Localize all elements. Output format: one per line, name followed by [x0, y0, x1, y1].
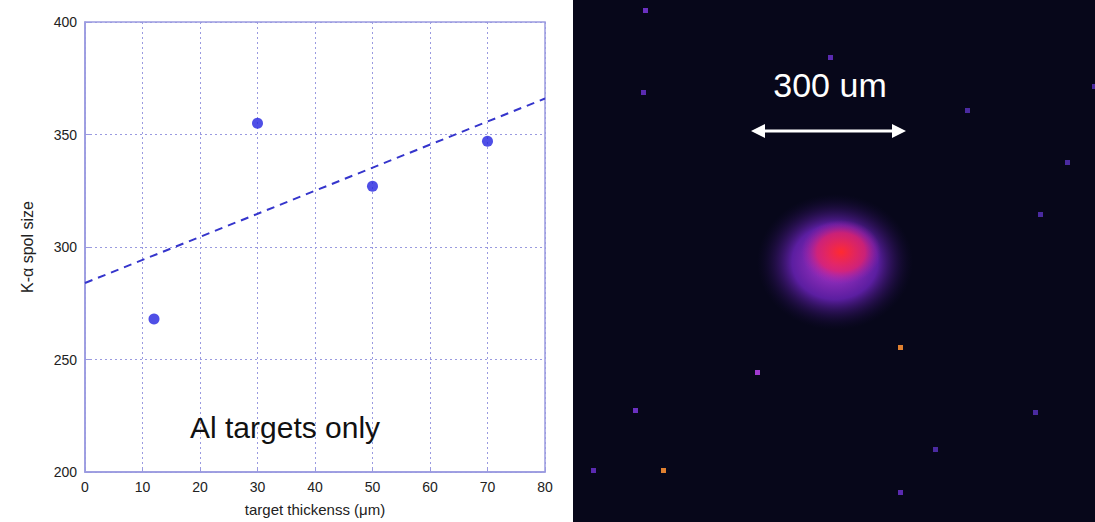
svg-text:60: 60 [422, 479, 438, 495]
svg-text:80: 80 [537, 479, 553, 495]
svg-text:K-α spol size: K-α spol size [19, 201, 36, 293]
svg-text:300: 300 [54, 239, 78, 255]
svg-text:target thickenss (μm): target thickenss (μm) [245, 501, 385, 518]
svg-text:200: 200 [54, 464, 78, 480]
svg-text:70: 70 [480, 479, 496, 495]
svg-text:40: 40 [307, 479, 323, 495]
svg-text:20: 20 [192, 479, 208, 495]
svg-text:250: 250 [54, 352, 78, 368]
svg-text:10: 10 [135, 479, 151, 495]
svg-text:400: 400 [54, 14, 78, 30]
svg-text:30: 30 [250, 479, 266, 495]
svg-text:0: 0 [81, 479, 89, 495]
svg-text:350: 350 [54, 127, 78, 143]
svg-text:50: 50 [365, 479, 381, 495]
svg-text:300 um: 300 um [773, 66, 886, 104]
svg-text:Al targets only: Al targets only [190, 411, 380, 444]
